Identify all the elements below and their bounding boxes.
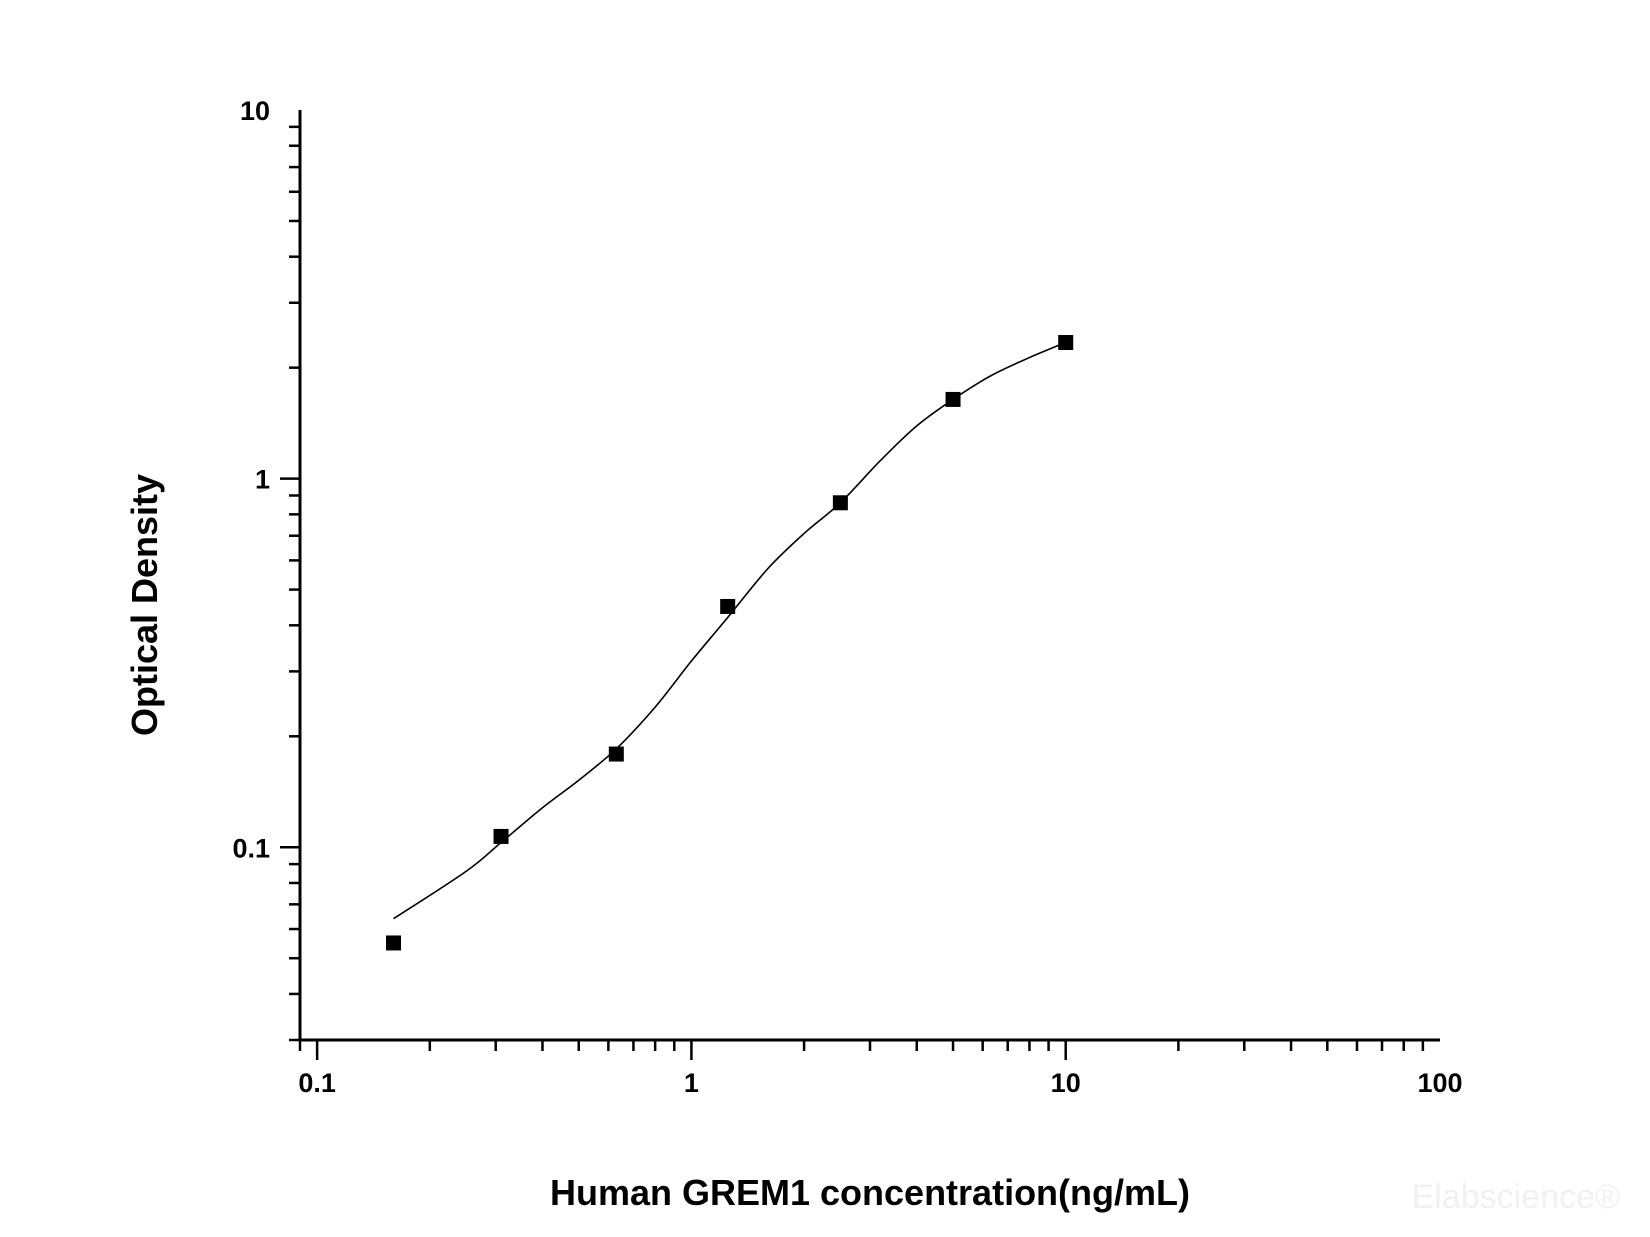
x-tick-label: 10 [1051, 1068, 1081, 1098]
x-tick-label: 0.1 [298, 1068, 336, 1098]
watermark: Elabscience® [1412, 1178, 1620, 1216]
data-point [386, 935, 402, 951]
x-axis-title: Human GREM1 concentration(ng/mL) [550, 1172, 1190, 1213]
data-point [720, 598, 736, 614]
y-tick-label: 1 [255, 465, 270, 495]
data-point [832, 495, 848, 511]
data-point [945, 391, 961, 407]
data-points [386, 335, 1074, 951]
data-point [493, 828, 509, 844]
data-point [608, 746, 624, 762]
x-tick-label: 1 [684, 1068, 699, 1098]
y-axis-title: Optical Density [124, 474, 165, 736]
data-point [1058, 335, 1074, 351]
axes [298, 110, 1440, 1042]
y-tick-label: 0.1 [232, 833, 270, 863]
ticks: 0.1 1 10 0.1 1 10 100 [232, 96, 1462, 1098]
y-tick-label: 10 [240, 96, 270, 126]
x-tick-label: 100 [1417, 1068, 1462, 1098]
